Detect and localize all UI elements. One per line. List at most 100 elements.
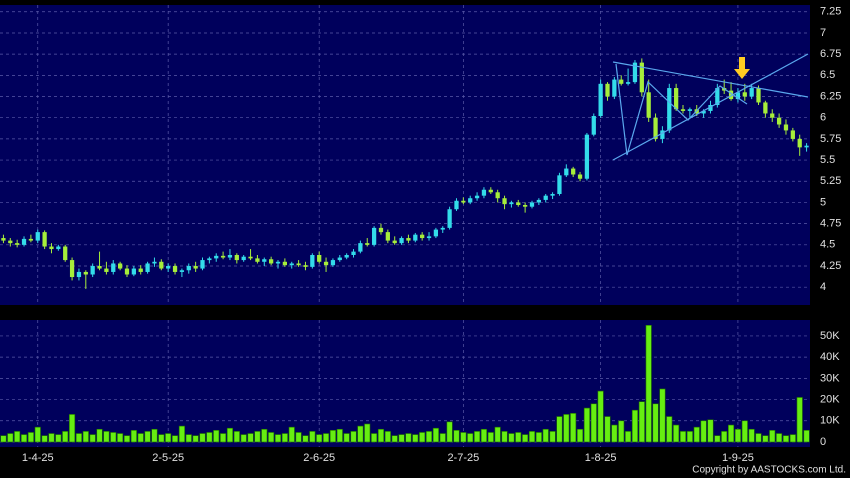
volume-bar xyxy=(522,434,529,443)
volume-bar xyxy=(741,420,748,443)
candle-body xyxy=(385,232,390,241)
volume-bar xyxy=(336,428,343,443)
candle-body xyxy=(474,195,480,199)
y-tick-label: 5 xyxy=(820,196,826,208)
volume-bar xyxy=(96,428,103,443)
y-tick-label: 5.75 xyxy=(820,133,841,145)
volume-bar xyxy=(240,434,247,443)
candle-body xyxy=(674,88,679,110)
volume-bar xyxy=(700,420,707,443)
candle-body xyxy=(248,256,253,259)
candle-body xyxy=(351,251,356,255)
candle-body xyxy=(399,238,404,244)
candle-body xyxy=(392,240,397,244)
volume-bar xyxy=(570,413,577,443)
volume-bar xyxy=(20,434,28,443)
volume-bar xyxy=(364,423,371,443)
candle-body xyxy=(776,117,782,125)
candle-body xyxy=(269,259,274,264)
volume-bar xyxy=(515,432,522,443)
candle-body xyxy=(35,232,40,241)
candle-body xyxy=(63,246,68,261)
candle-body xyxy=(468,198,473,203)
candle-body xyxy=(577,174,583,179)
candle-body xyxy=(797,138,802,148)
volume-bar xyxy=(14,431,21,443)
volume-bar xyxy=(508,433,515,443)
candle-body xyxy=(728,90,734,100)
y-tick-label: 4 xyxy=(820,281,826,293)
candle-body xyxy=(289,263,294,266)
volume-bar xyxy=(329,430,336,443)
candle-body xyxy=(220,255,226,258)
candle-body xyxy=(639,62,644,93)
volume-bar xyxy=(556,416,563,443)
volume-bar xyxy=(261,428,268,443)
x-tick-label: 2-5-25 xyxy=(152,452,184,464)
candle-body xyxy=(708,105,713,111)
candle-body xyxy=(152,261,157,264)
volume-bar xyxy=(618,420,625,443)
volume-bar xyxy=(55,434,62,443)
candle-body xyxy=(131,268,136,275)
volume-bar xyxy=(535,432,542,443)
candle-body xyxy=(454,200,459,210)
volume-bar xyxy=(371,433,378,443)
candle-body xyxy=(365,243,370,245)
candle-body xyxy=(310,255,315,267)
volume-bar xyxy=(75,433,82,443)
candle-body xyxy=(83,271,88,275)
candle-body xyxy=(159,261,164,269)
candle-body xyxy=(76,271,82,278)
volume-bar xyxy=(357,425,364,443)
candle-body xyxy=(69,260,75,278)
candle-body xyxy=(1,238,6,241)
candle-body xyxy=(97,266,102,269)
volume-bar xyxy=(446,421,453,443)
volume-bar xyxy=(316,434,323,443)
volume-bar xyxy=(192,435,199,443)
volume-bar xyxy=(762,435,769,443)
volume-bar xyxy=(377,428,385,443)
candle-body xyxy=(420,234,425,239)
volume-bar xyxy=(398,434,405,443)
volume-bar xyxy=(405,433,412,443)
candle-body xyxy=(516,202,521,205)
volume-bar xyxy=(542,428,549,443)
volume-bar xyxy=(563,414,570,443)
volume-bar xyxy=(110,432,117,443)
candle-body xyxy=(625,82,631,84)
volume-bar xyxy=(480,428,487,443)
candle-body xyxy=(234,255,239,261)
candle-body xyxy=(667,88,672,131)
candle-body xyxy=(323,261,329,266)
volume-bar xyxy=(226,427,234,443)
volume-bar xyxy=(755,433,762,443)
volume-bar xyxy=(165,433,172,443)
candle-body xyxy=(447,209,452,228)
candle-body xyxy=(42,232,47,247)
volume-bar xyxy=(645,325,652,443)
candle-body xyxy=(214,255,219,259)
y-tick-label: 7 xyxy=(820,27,826,39)
candle-body xyxy=(282,261,288,266)
candle-body xyxy=(742,92,747,97)
candle-body xyxy=(481,189,487,196)
trend-line xyxy=(612,61,809,98)
volume-bar xyxy=(288,426,295,443)
volume-bar xyxy=(576,428,584,443)
candle-body xyxy=(612,79,617,97)
volume-bar xyxy=(673,424,680,443)
volume-bar xyxy=(460,432,467,443)
volume-bar xyxy=(769,430,776,443)
volume-bar xyxy=(199,433,206,443)
volume-bar xyxy=(34,426,41,443)
volume-bar xyxy=(659,388,666,443)
candle-body xyxy=(413,234,418,241)
y-tick-label: 20K xyxy=(820,393,840,405)
candle-body xyxy=(111,263,116,272)
trend-annotations xyxy=(612,53,809,161)
candle-body xyxy=(646,92,651,118)
candle-body xyxy=(378,227,384,233)
